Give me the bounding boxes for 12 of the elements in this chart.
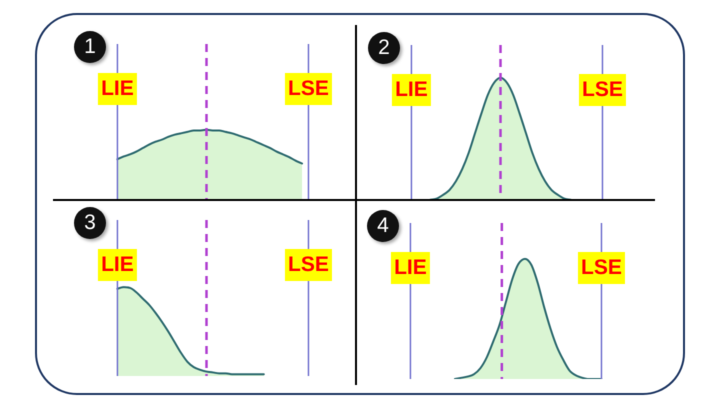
text: LIE [395, 78, 428, 101]
text: LIE [101, 77, 134, 100]
text: LSE [581, 256, 622, 279]
circle-badge: 4 [367, 210, 399, 242]
circle-badge: 3 [74, 207, 106, 239]
text: LSE [582, 78, 623, 101]
text: LIE [101, 253, 134, 276]
text: LSE [288, 253, 329, 276]
circle-badge: 1 [74, 31, 106, 63]
text: LSE [288, 77, 329, 100]
text: LIE [394, 256, 427, 279]
circle-badge: 2 [368, 32, 400, 64]
